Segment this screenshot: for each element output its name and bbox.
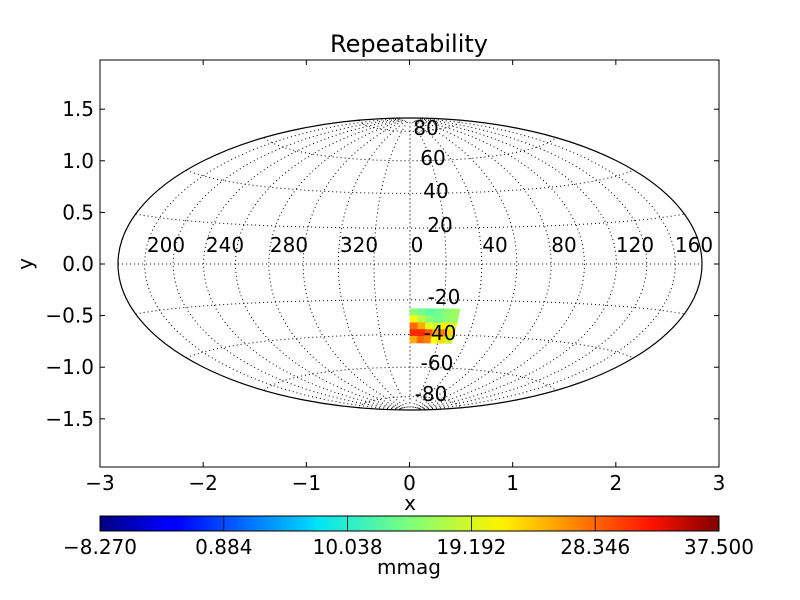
- meridian-line: [413, 120, 483, 408]
- parallel-line: [186, 334, 634, 359]
- meridian-label: 320: [340, 233, 378, 257]
- x-tick-label: −2: [188, 471, 217, 495]
- meridian-label: 40: [482, 233, 507, 257]
- x-ticks: −3 −2 −1 0 1 2 3: [85, 60, 725, 495]
- meridian-label: 240: [206, 233, 244, 257]
- y-axis-label: y: [13, 258, 37, 270]
- y-tick-label: −1.0: [45, 355, 94, 379]
- y-tick-label: −0.5: [45, 304, 94, 328]
- x-tick-label: 1: [506, 471, 519, 495]
- parallel-label: 40: [423, 179, 448, 203]
- parallel-label: -60: [421, 351, 454, 375]
- meridian-label: 160: [675, 233, 713, 257]
- meridian-line: [417, 119, 585, 409]
- meridian-label: 200: [147, 233, 185, 257]
- heatmap-cell: [442, 308, 453, 317]
- y-tick-label: 1.5: [62, 97, 94, 121]
- parallel-label: 60: [420, 146, 445, 170]
- meridian-line: [411, 120, 447, 408]
- heatmap-cell: [443, 336, 454, 344]
- y-tick-label: 0.0: [62, 252, 94, 276]
- meridian-label: 0: [411, 233, 424, 257]
- meridian-labels: 200 240 280 320 0 40 80 120 160: [147, 233, 713, 257]
- parallel-line: [263, 137, 557, 162]
- meridian-line: [337, 120, 407, 408]
- graticule: [118, 118, 702, 410]
- x-axis-label: x: [404, 491, 416, 515]
- chart-title: Repeatability: [330, 30, 488, 58]
- x-tick-label: 0: [403, 471, 416, 495]
- x-tick-label: −3: [85, 471, 114, 495]
- parallel-label: -40: [424, 321, 457, 345]
- colorbar-tick-label: 19.192: [436, 535, 506, 559]
- heatmap-cell: [425, 308, 436, 317]
- meridian-line: [419, 118, 648, 410]
- parallel-label: 20: [427, 213, 452, 237]
- meridian-line: [373, 120, 409, 408]
- colorbar-ticks: −8.270 0.884 10.038 19.192 28.346 37.500: [63, 516, 754, 559]
- parallel-line: [358, 120, 462, 132]
- meridian-line: [235, 119, 403, 409]
- parallel-label: 80: [413, 116, 438, 140]
- heatmap-cell: [409, 335, 418, 344]
- heatmap-cell: [409, 329, 418, 337]
- heatmap-cell: [409, 315, 419, 323]
- meridian-label: 280: [270, 233, 308, 257]
- meridian-label: 80: [551, 233, 576, 257]
- colorbar-tick-label: 37.500: [684, 535, 754, 559]
- colorbar-tick-label: 28.346: [560, 535, 630, 559]
- x-tick-label: 3: [713, 471, 726, 495]
- heatmap-region: [409, 308, 461, 344]
- meridian-line: [268, 119, 404, 409]
- heatmap-cell: [417, 308, 428, 317]
- parallel-line: [135, 213, 685, 229]
- meridian-label: 120: [616, 233, 654, 257]
- parallel-labels: 80 60 40 20 -20 -40 -60 -80: [413, 116, 460, 406]
- heatmap-cell: [409, 308, 419, 316]
- parallel-label: -20: [428, 285, 461, 309]
- parallel-line: [186, 169, 634, 194]
- colorbar-tick-label: 0.884: [195, 535, 252, 559]
- heatmap-cell: [434, 308, 444, 317]
- colorbar-label: mmag: [377, 555, 441, 579]
- y-ticks: 1.5 1.0 0.5 0.0 −0.5 −1.0 −1.5: [45, 97, 719, 431]
- colorbar: [99, 515, 720, 532]
- heatmap-cell: [450, 308, 461, 317]
- x-tick-label: 2: [609, 471, 622, 495]
- y-tick-label: 0.5: [62, 200, 94, 224]
- y-tick-label: 1.0: [62, 149, 94, 173]
- map-boundary: [117, 117, 703, 411]
- colorbar-tick-label: 10.038: [313, 535, 383, 559]
- parallel-label: -80: [415, 382, 448, 406]
- heatmap-cell: [409, 322, 419, 330]
- x-tick-label: −1: [292, 471, 321, 495]
- meridian-line: [419, 118, 676, 410]
- meridian-line: [144, 118, 401, 410]
- y-tick-label: −1.5: [45, 407, 94, 431]
- colorbar-tick-label: −8.270: [63, 535, 137, 559]
